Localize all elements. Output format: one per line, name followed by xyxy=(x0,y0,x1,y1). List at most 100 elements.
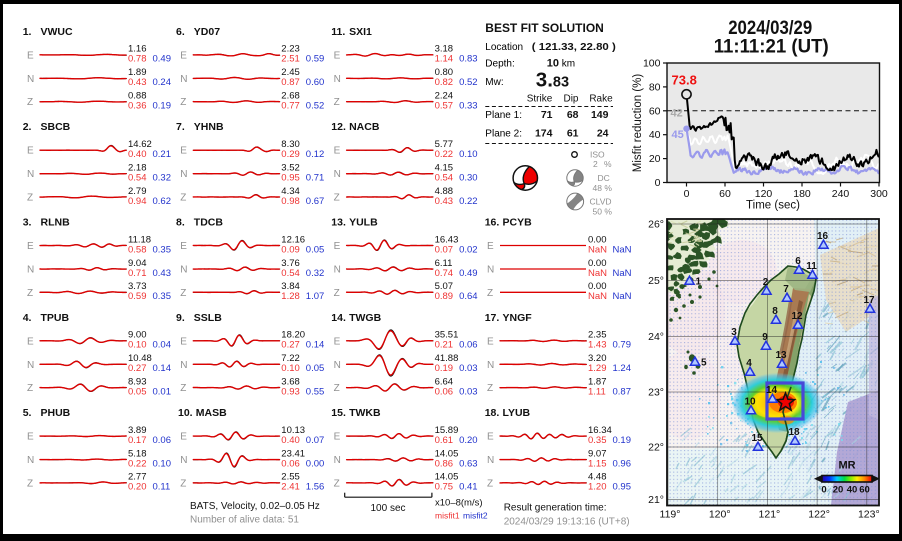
svg-text:NaN: NaN xyxy=(613,268,632,279)
svg-text:0.98: 0.98 xyxy=(281,196,300,207)
svg-text:9.07: 9.07 xyxy=(588,448,607,459)
svg-text:6.64: 6.64 xyxy=(435,376,454,387)
svg-text:0.96: 0.96 xyxy=(613,458,632,469)
svg-text:0.36: 0.36 xyxy=(128,101,147,112)
svg-text:0.06: 0.06 xyxy=(435,386,454,397)
svg-text:2.45: 2.45 xyxy=(281,67,300,78)
svg-text:300: 300 xyxy=(870,188,888,200)
svg-text:Time (sec): Time (sec) xyxy=(746,200,800,212)
svg-text:N: N xyxy=(27,265,34,276)
svg-text:2.55: 2.55 xyxy=(281,472,300,483)
svg-text:1: 1 xyxy=(696,277,702,288)
svg-text:119°: 119° xyxy=(660,509,681,521)
svg-text:0.79: 0.79 xyxy=(613,340,632,351)
svg-text:0.62: 0.62 xyxy=(153,196,172,207)
svg-text:N: N xyxy=(334,169,341,180)
svg-text:1.14: 1.14 xyxy=(435,54,454,65)
svg-text:2.51: 2.51 xyxy=(281,54,300,65)
svg-text:7: 7 xyxy=(783,284,789,295)
svg-text:100 sec: 100 sec xyxy=(370,503,405,514)
svg-text:71: 71 xyxy=(541,109,553,121)
svg-text:2024/03/29: 2024/03/29 xyxy=(728,17,812,39)
svg-text:10: 10 xyxy=(547,58,559,70)
svg-text:0.35: 0.35 xyxy=(588,435,607,446)
svg-text:11:11:21 (UT): 11:11:21 (UT) xyxy=(714,36,829,58)
svg-text:N: N xyxy=(27,74,34,85)
svg-text:0.00: 0.00 xyxy=(588,234,607,245)
svg-text:0.59: 0.59 xyxy=(306,54,325,65)
svg-text:0.24: 0.24 xyxy=(153,77,172,88)
svg-text:SBCB: SBCB xyxy=(41,121,71,133)
svg-text:61: 61 xyxy=(567,128,579,140)
svg-text:0.30: 0.30 xyxy=(459,173,478,184)
svg-text:E: E xyxy=(180,146,187,157)
svg-text:0.05: 0.05 xyxy=(306,363,325,374)
svg-text:N: N xyxy=(180,169,187,180)
svg-text:2.: 2. xyxy=(23,121,32,133)
svg-text:Z: Z xyxy=(27,478,33,489)
svg-text:Result generation time:: Result generation time: xyxy=(504,503,607,514)
svg-text:0.05: 0.05 xyxy=(306,244,325,255)
svg-text:Z: Z xyxy=(334,288,340,299)
svg-text:1.29: 1.29 xyxy=(588,363,607,374)
svg-text:Z: Z xyxy=(27,383,33,394)
svg-text:2: 2 xyxy=(763,277,769,288)
svg-text:0.32: 0.32 xyxy=(153,173,172,184)
svg-text:121°: 121° xyxy=(759,509,781,521)
svg-text:12.16: 12.16 xyxy=(281,234,305,245)
svg-text:16.43: 16.43 xyxy=(435,234,459,245)
svg-text:12.: 12. xyxy=(331,121,346,133)
svg-text:0.63: 0.63 xyxy=(459,458,478,469)
svg-text:24: 24 xyxy=(597,128,609,140)
svg-text:0.06: 0.06 xyxy=(459,340,478,351)
svg-text:120: 120 xyxy=(755,188,773,200)
svg-text:1.28: 1.28 xyxy=(281,291,300,302)
svg-text:1.43: 1.43 xyxy=(588,340,607,351)
svg-text:0.00: 0.00 xyxy=(588,281,607,292)
svg-text:E: E xyxy=(180,432,187,443)
svg-text:14.62: 14.62 xyxy=(128,139,152,150)
svg-text:Z: Z xyxy=(334,478,340,489)
svg-text:0.19: 0.19 xyxy=(153,101,172,112)
svg-text:50 %: 50 % xyxy=(593,207,613,217)
svg-text:Z: Z xyxy=(487,288,493,299)
svg-text:12: 12 xyxy=(791,311,803,322)
svg-text:( 121.33, 22.80 ): ( 121.33, 22.80 ) xyxy=(532,41,616,53)
svg-text:2.23: 2.23 xyxy=(281,44,300,55)
svg-text:0.40: 0.40 xyxy=(281,435,300,446)
svg-text:NaN: NaN xyxy=(613,244,632,255)
svg-text:0.86: 0.86 xyxy=(435,458,454,469)
svg-text:18: 18 xyxy=(788,427,800,438)
svg-text:Plane 2:: Plane 2: xyxy=(485,129,522,140)
svg-text:NaN: NaN xyxy=(588,268,607,279)
svg-text:3.73: 3.73 xyxy=(128,281,147,292)
svg-text:60: 60 xyxy=(859,485,870,496)
svg-text:0.17: 0.17 xyxy=(128,435,147,446)
svg-text:0.80: 0.80 xyxy=(435,67,454,78)
svg-text:2.24: 2.24 xyxy=(435,91,454,102)
svg-text:0.05: 0.05 xyxy=(128,386,147,397)
svg-text:MASB: MASB xyxy=(196,407,227,419)
svg-text:0.88: 0.88 xyxy=(128,91,147,102)
svg-text:7.22: 7.22 xyxy=(281,353,300,364)
svg-text:PCYB: PCYB xyxy=(503,217,533,229)
svg-text:0.43: 0.43 xyxy=(435,196,454,207)
svg-text:8.93: 8.93 xyxy=(128,376,147,387)
svg-text:0.54: 0.54 xyxy=(435,173,454,184)
svg-text:120°: 120° xyxy=(709,509,731,521)
svg-text:Z: Z xyxy=(180,383,186,394)
svg-text:122°: 122° xyxy=(808,509,830,521)
svg-text:0.03: 0.03 xyxy=(459,363,478,374)
svg-text:0.12: 0.12 xyxy=(306,149,325,160)
svg-text:E: E xyxy=(180,50,187,61)
svg-text:0.83: 0.83 xyxy=(459,54,478,65)
svg-text:4.48: 4.48 xyxy=(588,472,607,483)
svg-text:180: 180 xyxy=(793,188,811,200)
svg-text:NACB: NACB xyxy=(349,121,380,133)
svg-text:0.03: 0.03 xyxy=(459,386,478,397)
svg-text:0.87: 0.87 xyxy=(613,386,632,397)
svg-text:0.89: 0.89 xyxy=(435,291,454,302)
svg-text:Z: Z xyxy=(334,383,340,394)
svg-text:0.10: 0.10 xyxy=(128,340,147,351)
svg-text:23°: 23° xyxy=(648,387,664,399)
